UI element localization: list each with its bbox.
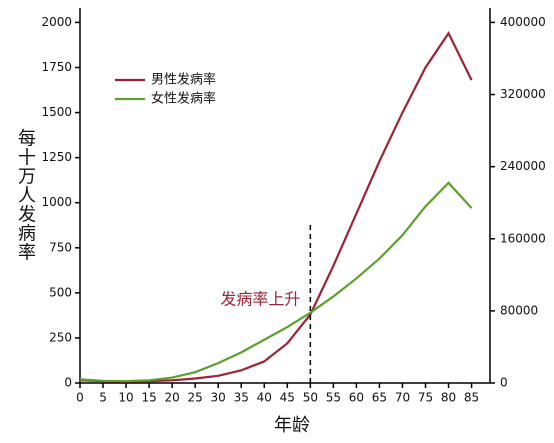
x-tick-label: 70 (395, 391, 410, 405)
y2-tick-label: 240000 (500, 159, 546, 173)
y-tick-label: 250 (49, 330, 72, 344)
legend-label: 女性发病率 (151, 91, 216, 107)
x-tick-label: 55 (326, 391, 341, 405)
x-tick-label: 75 (418, 391, 433, 405)
x-axis-label: 年龄 (274, 415, 310, 436)
y-tick-label: 2000 (41, 15, 72, 29)
line-series (79, 181, 473, 383)
x-tick-label: 60 (349, 391, 364, 405)
x-tick-label: 65 (372, 391, 387, 405)
y2-tick-label: 160000 (500, 231, 546, 245)
y2-tick-label: 400000 (500, 15, 546, 29)
x-tick-label: 5 (99, 391, 107, 405)
y-tick-label: 1500 (41, 105, 72, 119)
y2-tick-label: 80000 (500, 303, 538, 317)
x-tick-label: 30 (211, 391, 226, 405)
x-tick-label: 20 (164, 391, 179, 405)
x-tick-label: 0 (76, 391, 84, 405)
x-tick-label: 80 (441, 391, 456, 405)
x-tick-label: 25 (188, 391, 203, 405)
x-tick-label: 45 (280, 391, 295, 405)
y-tick-label: 1250 (41, 150, 72, 164)
y2-tick-label: 320000 (500, 87, 546, 101)
x-tick-label: 40 (257, 391, 272, 405)
legend-label: 男性发病率 (151, 72, 216, 88)
y-tick-label: 750 (49, 240, 72, 254)
y-tick-label: 500 (49, 285, 72, 299)
x-tick-label: 15 (141, 391, 156, 405)
line-series (79, 31, 473, 383)
x-tick-label: 50 (303, 391, 318, 405)
x-tick-label: 85 (464, 391, 479, 405)
y-axis-label: 每十万人发病率 (15, 128, 36, 261)
y-tick-label: 1000 (41, 195, 72, 209)
y2-tick-label: 0 (500, 376, 508, 390)
annotation-text: 发病率上升 (220, 290, 300, 309)
y-tick-label: 1750 (41, 60, 72, 74)
x-tick-label: 10 (118, 391, 133, 405)
y-tick-label: 0 (64, 376, 72, 390)
x-tick-label: 35 (234, 391, 249, 405)
